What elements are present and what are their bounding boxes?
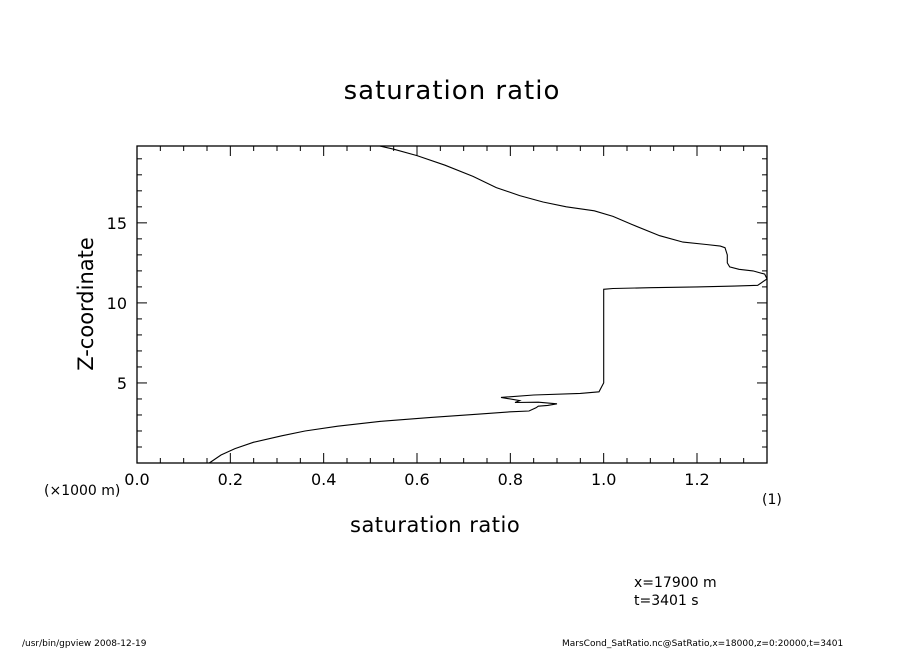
x-tick-label: 1.2 [684, 470, 709, 489]
saturation-ratio-line [208, 145, 768, 464]
y-axis-unit-label: (1) [762, 492, 782, 508]
x-tick-label: 0.6 [404, 470, 429, 489]
y-tick-label: 5 [117, 374, 127, 393]
x-tick-label: 0.0 [124, 470, 149, 489]
plot-frame [136, 145, 768, 464]
y-tick-label: 15 [107, 214, 127, 233]
x-axis-unit-label: (×1000 m) [44, 483, 121, 499]
footer-data-source: MarsCond_SatRatio.nc@SatRatio,x=18000,z=… [562, 639, 844, 649]
axis-ticks [136, 146, 768, 463]
info-time: t=3401 s [634, 593, 699, 609]
axis-tick-labels: 0.0 0.2 0.4 0.6 0.8 1.0 1.2 5 10 15 [107, 214, 710, 489]
x-tick-label: 0.8 [498, 470, 523, 489]
y-tick-label: 10 [107, 294, 127, 313]
y-axis-label: Z-coordinate [74, 237, 98, 371]
x-tick-label: 1.0 [591, 470, 616, 489]
x-tick-label: 0.4 [311, 470, 336, 489]
y-axis-label-group: Z-coordinate [74, 237, 98, 371]
x-tick-label: 0.2 [218, 470, 243, 489]
chart-title: saturation ratio [343, 76, 561, 106]
x-axis-label: saturation ratio [350, 513, 521, 537]
footer-program-date: /usr/bin/gpview 2008-12-19 [22, 639, 147, 649]
info-x-position: x=17900 m [634, 575, 717, 591]
